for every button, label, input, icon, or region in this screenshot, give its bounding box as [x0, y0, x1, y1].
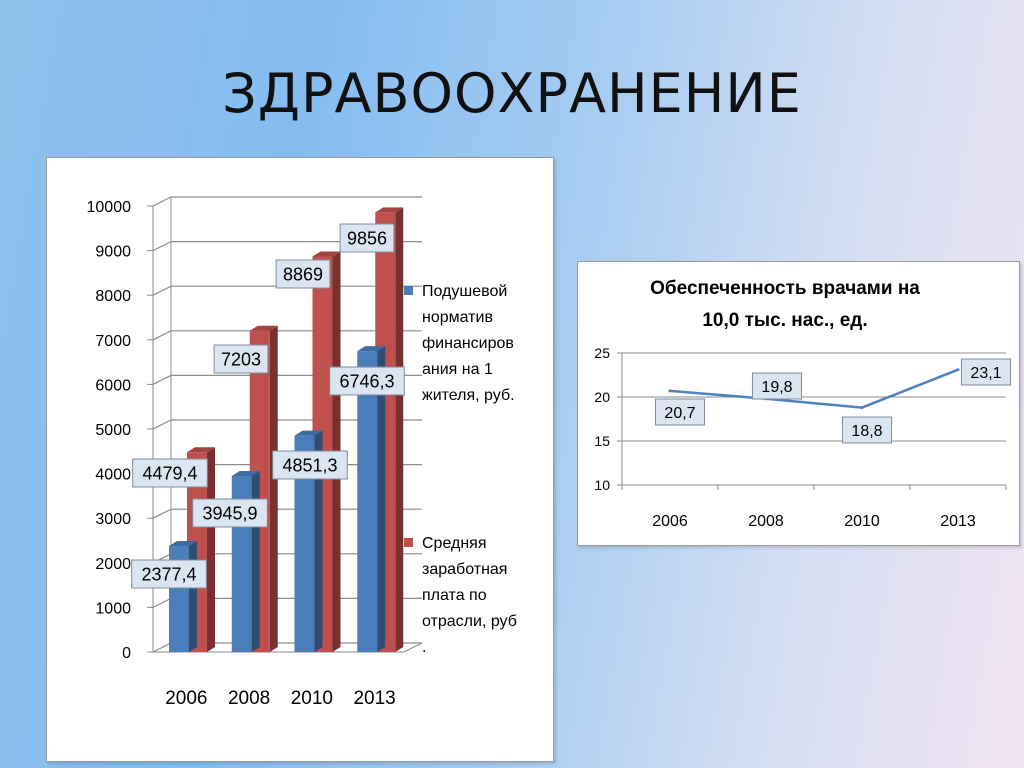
x-tick-label-2006: 2006 — [165, 688, 207, 709]
y-tick-label: 2000 — [95, 556, 131, 573]
bar-side — [251, 471, 260, 652]
bar-top — [294, 430, 323, 436]
salary-label-2008: 7203 — [221, 349, 261, 369]
funding-bar-2013 — [357, 346, 386, 652]
legend-text-2: отрасли, руб — [422, 613, 517, 630]
salary-label-2010: 8869 — [283, 264, 323, 284]
salary-label-2008-box — [213, 344, 269, 374]
y-tick-label: 15 — [594, 433, 610, 449]
bar-side — [314, 430, 323, 652]
doctors-label-2010: 18,8 — [851, 423, 882, 440]
legend-text-1: жителя, руб. — [422, 387, 515, 404]
doctors-label-2006: 20,7 — [664, 405, 695, 422]
gridline — [152, 240, 422, 252]
salary-label-2006-box — [132, 458, 208, 488]
funding-label-2013-box — [329, 366, 405, 396]
bar-chart: 0 1000 2000 3000 4000 5000 6000 7000 8000 9000 100… — [87, 196, 517, 709]
legend-swatch-2 — [404, 538, 413, 547]
funding-label-2008: 3945,9 — [202, 503, 257, 523]
bar-top — [357, 346, 386, 352]
x-tick-label-2013: 2013 — [940, 513, 976, 530]
doctors-label-2010-box — [841, 416, 893, 444]
x-tick-label-2010: 2010 — [291, 688, 333, 709]
doctors-label-2008-box — [751, 372, 803, 400]
y-tick-label: 7000 — [95, 333, 131, 350]
salary-label-2010-box — [275, 259, 331, 289]
bar-side — [269, 325, 278, 652]
doctors-point-2013 — [956, 368, 960, 372]
legend-text-2: . — [422, 639, 426, 656]
y-tick-label: 4000 — [95, 467, 131, 484]
legend-text-1: финансиров — [422, 335, 514, 352]
x-tick-label-2008: 2008 — [748, 513, 784, 530]
doctors-point-2010 — [860, 406, 864, 410]
doctors-label-2013: 23,1 — [970, 365, 1001, 382]
funding-label-2006: 2377,4 — [141, 564, 196, 584]
doctors-point-2006 — [668, 389, 672, 393]
salary-label-2006: 4479,4 — [142, 463, 197, 483]
legend-text-1: ания на 1 — [422, 361, 493, 378]
bar-top — [187, 447, 215, 453]
bar-side — [189, 540, 197, 652]
doctors-series-line — [669, 368, 959, 409]
funding-label-2010-box — [272, 450, 348, 480]
y-tick-label: 10 — [594, 477, 610, 493]
funding-bar-2008 — [231, 471, 260, 652]
line-chart-title: 10,0 тыс. нас., ед. — [702, 310, 867, 331]
y-tick-label: 3000 — [95, 511, 131, 528]
funding-label-2006-box — [131, 559, 207, 589]
x-tick-label-2008: 2008 — [228, 688, 270, 709]
y-tick-label: 9000 — [95, 244, 131, 261]
legend-text-1: Подушевой — [422, 283, 507, 300]
bar-top — [231, 471, 260, 477]
bar-front — [357, 351, 378, 652]
legend-text-2: Средняя — [422, 535, 487, 552]
bar-side — [207, 447, 215, 652]
x-tick-label-2013: 2013 — [353, 688, 395, 709]
bar-top — [249, 325, 278, 331]
doctors-label-2008: 19,8 — [761, 379, 792, 396]
y-tick-label: 20 — [594, 389, 610, 405]
slide-title: ЗДРАВООХРАНЕНИЕ — [222, 62, 802, 125]
doctors-chart-panel: Обеспеченность врачами на 10,0 тыс. нас.,… — [577, 261, 1020, 546]
y-tick-label: 6000 — [95, 377, 131, 394]
funding-label-2013: 6746,3 — [339, 371, 394, 391]
y-tick-label: 5000 — [95, 422, 131, 439]
y-tick-label: 10000 — [87, 199, 132, 216]
salary-label-2013: 9856 — [347, 228, 387, 248]
line-chart-title: Обеспеченность врачами на — [650, 278, 920, 299]
legend-swatch-1 — [404, 286, 413, 295]
bar-side — [395, 207, 404, 652]
doctors-label-2006-box — [654, 398, 706, 426]
funding-label-2008-box — [192, 498, 268, 528]
line-chart: Обеспеченность врачами на 10,0 тыс. нас.,… — [594, 278, 1012, 530]
x-tick-label-2006: 2006 — [652, 513, 688, 530]
funding-salary-chart-panel: 0 1000 2000 3000 4000 5000 6000 7000 8000 9000 100… — [46, 157, 554, 762]
y-tick-label: 0 — [122, 645, 131, 662]
x-tick-label-2010: 2010 — [844, 513, 880, 530]
gridline — [152, 196, 422, 207]
salary-label-2013-box — [339, 223, 395, 253]
funding-bar-2006 — [169, 540, 197, 652]
funding-label-2010: 4851,3 — [282, 455, 337, 475]
legend-text-2: заработная — [422, 561, 507, 578]
legend-text-2: плата по — [422, 587, 487, 604]
bar-front — [294, 435, 315, 652]
bar-side — [377, 346, 386, 652]
y-tick-label: 1000 — [95, 600, 131, 617]
doctors-label-2013-box — [960, 358, 1012, 386]
bar-top — [312, 251, 341, 257]
y-tick-label: 8000 — [95, 288, 131, 305]
bar-top — [375, 207, 404, 213]
bar-top — [169, 540, 197, 546]
legend-text-1: норматив — [422, 309, 493, 326]
funding-bar-2010 — [294, 430, 323, 652]
y-tick-label: 25 — [594, 345, 610, 361]
